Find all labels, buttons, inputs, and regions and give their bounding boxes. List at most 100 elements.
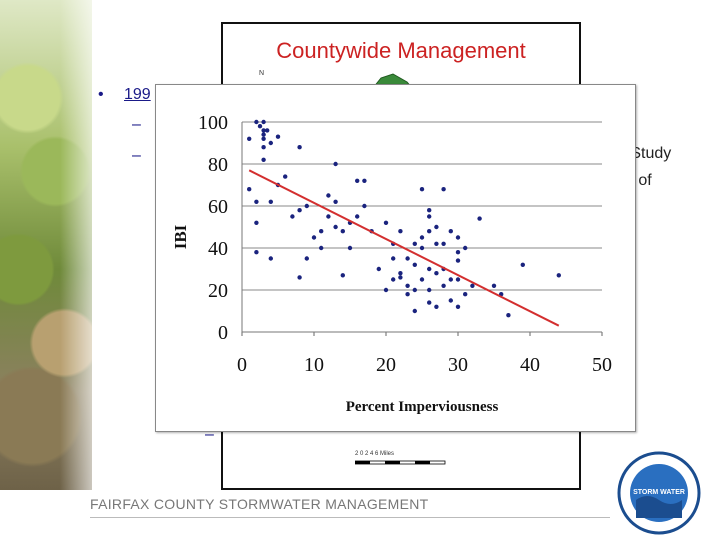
data-point [265,128,270,133]
data-point [297,145,302,150]
data-point [326,193,331,198]
data-point [261,136,266,141]
x-tick-label: 40 [520,354,540,376]
data-point [520,262,525,267]
data-point [247,187,252,192]
data-point [362,178,367,183]
data-point [340,273,345,278]
sub-bullet-dash: – [205,426,214,443]
sub-bullet-dash: – [132,116,141,133]
data-point [448,298,453,303]
data-point [268,140,273,146]
data-point [398,271,403,276]
data-point [261,145,266,150]
data-point [412,241,417,246]
data-point [297,208,302,213]
data-point [254,220,259,225]
footer-divider [90,517,610,518]
data-point [427,287,432,293]
data-point [391,277,396,282]
bullet-year-text[interactable]: 199 [124,86,151,103]
data-point [319,229,324,234]
data-point [491,283,497,288]
data-point [304,203,309,209]
data-point [477,216,482,221]
data-point [419,245,425,251]
sub-bullet-dash: – [132,147,141,164]
data-point [261,119,266,125]
data-point [355,178,360,183]
y-tick-label: 100 [198,112,228,134]
x-tick-label: 10 [304,354,324,376]
north-arrow-label: N [259,70,265,77]
y-axis-label: IBI [171,224,190,249]
data-point [326,214,331,219]
data-point [455,250,461,255]
data-point [434,271,439,276]
data-point [427,208,432,213]
map-scale-labels: 2 0 2 4 6 Miles [355,451,395,457]
data-point [412,308,417,314]
data-point [311,235,317,240]
data-point [434,224,439,230]
x-tick-label: 0 [237,354,247,376]
map-scale-bar [355,460,446,465]
y-tick-label: 40 [208,238,228,260]
map-title: Countywide Management [276,38,526,63]
y-tick-label: 80 [208,154,228,176]
footer-title: FAIRFAX COUNTY STORMWATER MANAGEMENT [90,496,429,512]
data-point [333,199,338,204]
data-point [254,119,259,125]
data-point [448,229,453,234]
data-point [434,241,439,246]
bullet-dot: • [98,86,104,103]
data-point [383,220,389,225]
data-point [556,273,561,278]
data-point [333,224,338,230]
data-point [405,283,410,288]
data-point [254,250,259,255]
data-point [398,229,403,234]
data-point [441,283,446,288]
data-point [297,275,302,280]
data-point [412,262,417,267]
data-point [463,292,468,297]
data-point [427,229,432,234]
data-point [455,304,461,309]
data-point [441,241,446,246]
data-point [355,214,360,219]
data-point [340,229,345,234]
stormwater-logo: STORM WATER [617,451,701,535]
data-point [304,256,309,261]
data-point [290,214,295,219]
data-point [283,174,288,179]
data-point [405,256,410,261]
data-point [427,214,432,219]
y-tick-label: 20 [208,280,228,302]
data-point [470,283,475,288]
data-point [319,245,324,251]
x-tick-label: 30 [448,354,468,376]
data-point [347,245,353,251]
data-point [455,277,461,282]
data-point [405,292,410,297]
data-point [268,256,273,261]
data-point [463,245,468,251]
data-point [261,157,266,162]
data-point [333,161,338,167]
data-point [261,128,266,133]
trend-line [248,169,560,327]
y-tick-label: 0 [218,322,228,344]
photo-fade [60,0,110,490]
data-point [254,199,259,204]
data-point [419,235,425,240]
data-point [455,258,461,263]
data-point [427,266,432,272]
data-point [268,199,273,204]
data-point [506,313,511,318]
data-point [376,266,381,272]
data-point [434,304,439,309]
data-point [419,187,425,192]
data-point [383,287,389,293]
data-point [419,277,425,282]
